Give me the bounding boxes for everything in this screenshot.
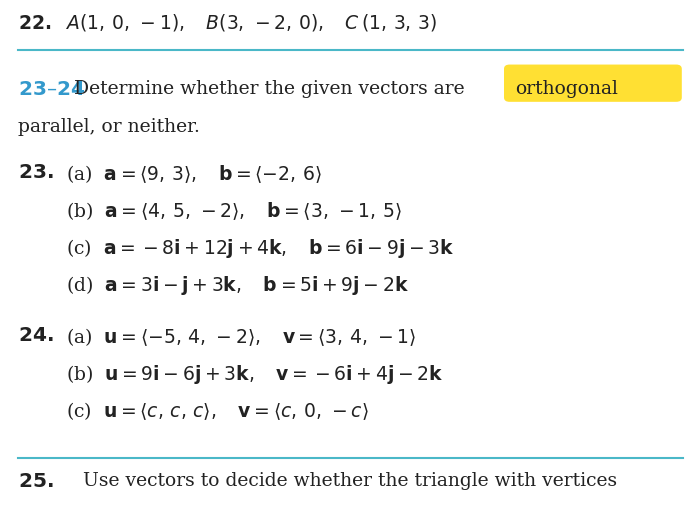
Text: $\mathbf{23}$–$\mathbf{24}$: $\mathbf{23}$–$\mathbf{24}$ (18, 80, 85, 99)
Text: (a)  $\mathbf{u} = \langle{-5},\,4,\,-2\rangle,$   $\mathbf{v} = \langle 3,\,4,\: (a) $\mathbf{u} = \langle{-5},\,4,\,-2\r… (66, 326, 417, 348)
Text: $\mathbf{22.}$  $A(1,\,0,\,-1),$   $B(3,\,-2,\,0),$   $C\,(1,\,3,\,3)$: $\mathbf{22.}$ $A(1,\,0,\,-1),$ $B(3,\,-… (18, 12, 437, 33)
Text: Determine whether the given vectors are: Determine whether the given vectors are (74, 80, 464, 98)
Text: parallel, or neither.: parallel, or neither. (18, 118, 199, 136)
Text: (c)  $\mathbf{u} = \langle c,\,c,\,c\rangle,$   $\mathbf{v} = \langle c,\,0,\,-c: (c) $\mathbf{u} = \langle c,\,c,\,c\rang… (66, 400, 370, 422)
Text: (d)  $\mathbf{a} = 3\mathbf{i} - \mathbf{j} + 3\mathbf{k},$   $\mathbf{b} = 5\ma: (d) $\mathbf{a} = 3\mathbf{i} - \mathbf{… (66, 274, 410, 297)
FancyBboxPatch shape (504, 65, 682, 102)
Text: Use vectors to decide whether the triangle with vertices: Use vectors to decide whether the triang… (83, 472, 617, 490)
Text: orthogonal: orthogonal (515, 80, 618, 98)
Text: (a)  $\mathbf{a} = \langle 9,\,3\rangle,$   $\mathbf{b} = \langle{-2},\,6\rangle: (a) $\mathbf{a} = \langle 9,\,3\rangle,$… (66, 163, 322, 185)
Text: (b)  $\mathbf{a} = \langle 4,\,5,\,-2\rangle,$   $\mathbf{b} = \langle 3,\,-1,\,: (b) $\mathbf{a} = \langle 4,\,5,\,-2\ran… (66, 200, 402, 222)
Text: $\mathbf{24.}$: $\mathbf{24.}$ (18, 326, 53, 345)
Text: (c)  $\mathbf{a} = -8\mathbf{i} + 12\mathbf{j} + 4\mathbf{k},$   $\mathbf{b} = 6: (c) $\mathbf{a} = -8\mathbf{i} + 12\math… (66, 237, 455, 260)
Text: $\mathbf{25.}$: $\mathbf{25.}$ (18, 472, 53, 491)
Text: $\mathbf{23.}$: $\mathbf{23.}$ (18, 163, 53, 182)
Text: (b)  $\mathbf{u} = 9\mathbf{i} - 6\mathbf{j} + 3\mathbf{k},$   $\mathbf{v} = -6\: (b) $\mathbf{u} = 9\mathbf{i} - 6\mathbf… (66, 363, 444, 386)
